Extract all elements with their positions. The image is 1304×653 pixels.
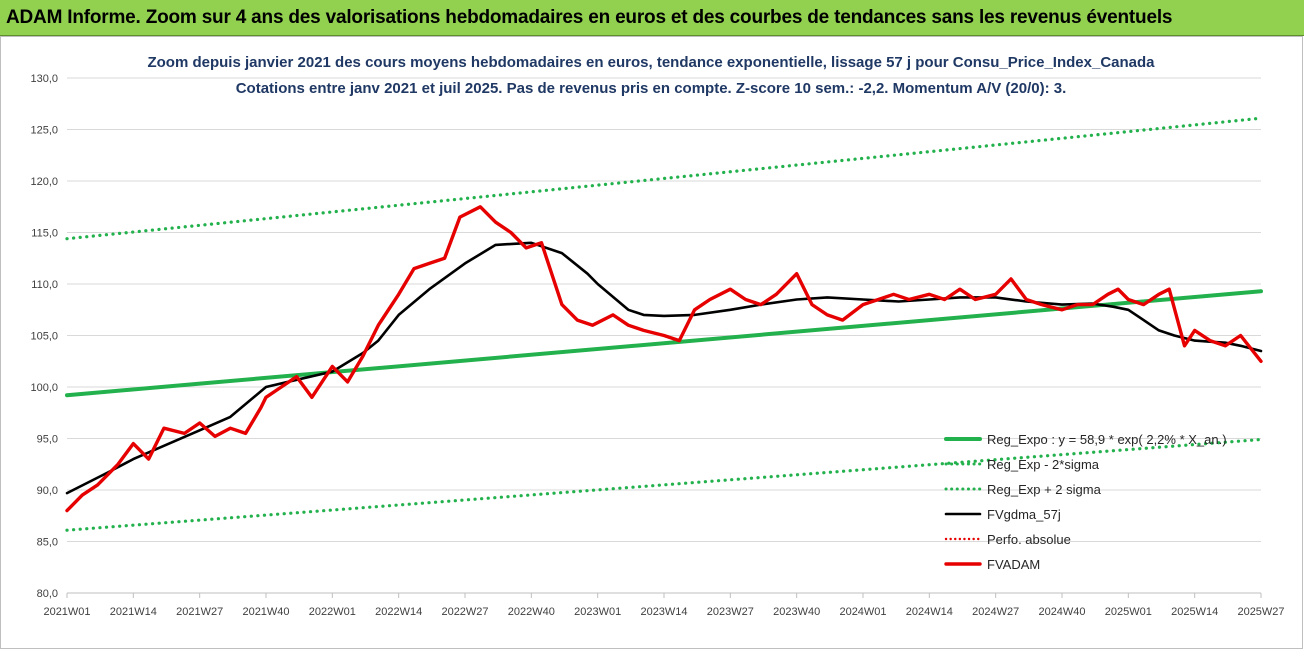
legend: Reg_Expo : y = 58,9 * exp( 2,2% * X_an.)…	[944, 432, 1227, 572]
x-tick-label: 2023W01	[574, 606, 621, 618]
chart-area: Zoom depuis janvier 2021 des cours moyen…	[0, 36, 1303, 649]
fvadam-line	[65, 205, 1263, 513]
sigma-band-line	[65, 437, 1263, 532]
legend-label: FVADAM	[987, 557, 1040, 572]
y-tick-label: 95,0	[37, 434, 58, 446]
regression-line	[65, 289, 1263, 398]
moving-average-line	[65, 241, 1263, 495]
legend-label: Reg_Exp - 2*sigma	[987, 457, 1100, 472]
line-chart: Zoom depuis janvier 2021 des cours moyen…	[30, 54, 1284, 618]
x-tick-label: 2023W14	[640, 606, 687, 618]
x-tick-label: 2023W27	[707, 606, 754, 618]
x-tick-label: 2025W01	[1105, 606, 1152, 618]
y-tick-label: 90,0	[37, 485, 58, 497]
axes: 80,0 85,0 90,0 95,0 100,0 105,0 110,0 115,0 120,…	[30, 73, 1284, 618]
y-tick-label: 115,0	[31, 228, 58, 240]
x-tick-label: 2021W27	[176, 606, 223, 618]
x-tick-label: 2025W14	[1171, 606, 1218, 618]
y-tick-label: 120,0	[30, 176, 58, 188]
x-tick-label: 2022W40	[508, 606, 555, 618]
x-tick-label: 2025W27	[1237, 606, 1284, 618]
y-tick-label: 110,0	[31, 279, 58, 291]
legend-label: FVgdma_57j	[987, 507, 1061, 522]
x-tick-label: 2023W40	[773, 606, 820, 618]
x-tick-label: 2024W40	[1038, 606, 1085, 618]
legend-label: Reg_Expo : y = 58,9 * exp( 2,2% * X_an.)	[987, 432, 1227, 447]
x-tick-label: 2024W01	[839, 606, 886, 618]
report-title: ADAM Informe. Zoom sur 4 ans des valoris…	[6, 7, 1173, 28]
x-tick-label: 2021W14	[110, 606, 157, 618]
y-tick-label: 100,0	[30, 382, 58, 394]
chart-subtitle: Cotations entre janv 2021 et juil 2025. …	[236, 80, 1067, 97]
x-tick-label: 2021W01	[43, 606, 90, 618]
x-tick-label: 2021W40	[242, 606, 289, 618]
x-tick-label: 2022W14	[375, 606, 422, 618]
x-tick-label: 2024W14	[906, 606, 953, 618]
y-tick-label: 80,0	[37, 588, 58, 600]
legend-label: Reg_Exp + 2 sigma	[987, 482, 1102, 497]
x-tick-label: 2022W01	[309, 606, 356, 618]
y-tick-label: 85,0	[37, 537, 58, 549]
chart-title: Zoom depuis janvier 2021 des cours moyen…	[147, 54, 1155, 71]
series-layer	[65, 116, 1263, 532]
legend-label: Perfo. absolue	[987, 532, 1071, 547]
sigma-band-line	[65, 116, 1263, 241]
y-tick-label: 105,0	[30, 331, 58, 343]
y-tick-label: 125,0	[30, 125, 58, 137]
x-tick-label: 2022W27	[441, 606, 488, 618]
x-tick-label: 2024W27	[972, 606, 1019, 618]
y-tick-label: 130,0	[30, 73, 58, 85]
report-banner: ADAM Informe. Zoom sur 4 ans des valoris…	[0, 0, 1304, 36]
